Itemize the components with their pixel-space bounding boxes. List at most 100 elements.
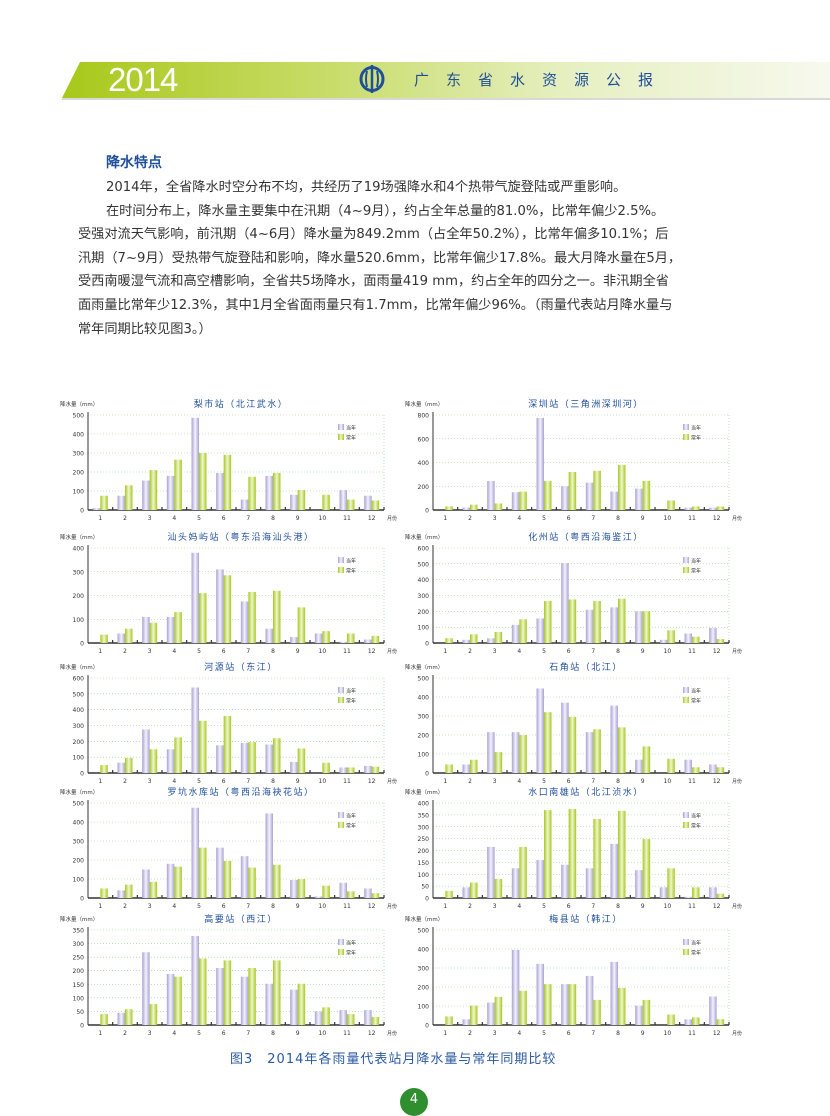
bar-normal-year <box>347 1014 355 1025</box>
x-tick-label: 11 <box>343 1030 351 1037</box>
bar-normal-year <box>692 887 700 898</box>
bar-current-year <box>142 480 150 510</box>
y-tick-label: 350 <box>73 928 85 935</box>
bar-normal-year <box>248 867 256 898</box>
bar-current-year <box>364 765 372 773</box>
bar-current-year <box>290 494 298 510</box>
y-tick-label: 0 <box>80 508 84 515</box>
legend-label: 常年 <box>346 698 356 705</box>
bar-current-year <box>339 767 347 773</box>
bar-normal-year <box>445 638 453 643</box>
y-tick-label: 300 <box>73 723 85 730</box>
x-tick-label: 8 <box>616 648 620 655</box>
bar-current-year <box>487 1002 495 1025</box>
bar-normal-year <box>544 810 552 898</box>
legend-label: 常年 <box>346 823 356 830</box>
bar-current-year <box>364 1010 372 1025</box>
bar-normal-year <box>642 999 651 1025</box>
bar-current-year <box>635 759 643 773</box>
bar-normal-year <box>149 1004 158 1025</box>
x-tick-label: 7 <box>591 778 595 785</box>
y-tick-label: 0 <box>80 641 84 648</box>
bar-normal-year <box>692 1017 700 1025</box>
y-tick-label: 0 <box>80 771 84 778</box>
x-tick-label: 3 <box>493 778 497 785</box>
bar-normal-year <box>618 727 626 773</box>
x-tick-label: 11 <box>343 778 351 785</box>
x-tick-label: 10 <box>664 778 672 785</box>
x-tick-label: 8 <box>271 903 275 910</box>
bar-normal-year <box>149 749 158 773</box>
y-tick-label: 200 <box>418 484 430 491</box>
chart-title: 水口南雄站（北江浈水） <box>528 786 644 798</box>
x-tick-label: 12 <box>368 1030 376 1037</box>
bar-current-year <box>339 641 347 643</box>
y-tick-label: 250 <box>418 836 430 843</box>
x-tick-label: 12 <box>368 648 376 655</box>
bar-current-year <box>314 896 323 898</box>
paragraph-line: 汛期（7~9月）受热带气旋登陆和影响，降水量520.6mm，比常年偏少17.8%… <box>78 250 682 266</box>
bar-current-year <box>117 633 125 643</box>
bar-current-year <box>290 637 298 643</box>
bar-current-year <box>166 475 175 510</box>
y-tick-label: 100 <box>73 877 85 884</box>
y-axis-label: 降水量（mm） <box>405 915 443 923</box>
bar-chart: 化州站（粤西沿海鉴江） 降水量（mm） 0 100 200 300 400 500 600 1 2 3… <box>405 530 745 658</box>
chart-title: 高要站（西江） <box>204 913 278 925</box>
legend-label: 常年 <box>346 950 356 957</box>
y-tick-label: 0 <box>80 1023 84 1030</box>
bar-normal-year <box>642 611 651 643</box>
x-tick-label: 6 <box>567 515 571 522</box>
legend-swatch <box>338 949 344 955</box>
bar-normal-year <box>199 453 207 510</box>
bar-normal-year <box>125 757 133 773</box>
chart-title: 化州站（粤西沿海鉴江） <box>528 531 644 543</box>
legend-swatch <box>683 687 689 693</box>
bar-current-year <box>561 984 569 1025</box>
x-tick-label: 1 <box>443 648 447 655</box>
bar-normal-year <box>347 891 355 898</box>
bar-normal-year <box>667 1014 675 1025</box>
bar-current-year <box>536 417 544 510</box>
x-axis-label: 月份 <box>732 648 742 655</box>
bar-normal-year <box>544 712 552 773</box>
bar-normal-year <box>248 742 256 773</box>
bar-normal-year <box>470 634 478 643</box>
bar-normal-year <box>223 575 232 643</box>
x-tick-label: 6 <box>567 1030 571 1037</box>
bar-normal-year <box>149 470 158 510</box>
bar-normal-year <box>716 893 725 898</box>
bar-normal-year <box>174 866 182 898</box>
y-tick-label: 200 <box>73 470 85 477</box>
x-tick-label: 4 <box>517 778 521 785</box>
y-axis-label: 降水量（mm） <box>405 400 443 408</box>
legend-swatch <box>683 949 689 955</box>
bar-normal-year <box>445 764 453 773</box>
bar-current-year <box>240 601 249 643</box>
y-tick-label: 0 <box>80 896 84 903</box>
x-tick-label: 12 <box>368 778 376 785</box>
bar-normal-year <box>470 504 478 510</box>
x-tick-label: 2 <box>123 903 127 910</box>
bar-current-year <box>240 499 249 510</box>
x-tick-label: 2 <box>468 648 472 655</box>
x-tick-label: 3 <box>148 648 152 655</box>
legend-swatch <box>338 939 344 945</box>
bar-normal-year <box>223 454 232 510</box>
bar-current-year <box>561 864 569 898</box>
bar-normal-year <box>125 884 133 898</box>
bar-current-year <box>635 1005 643 1025</box>
x-tick-label: 2 <box>123 1030 127 1037</box>
y-tick-label: 400 <box>73 707 85 714</box>
legend-label: 当年 <box>346 688 356 695</box>
bar-chart: 罗坑水库站（粤西沿海袂花站） 降水量（mm） 0 100 200 300 400 500 1 2 3… <box>60 785 400 913</box>
x-tick-label: 12 <box>368 515 376 522</box>
y-tick-label: 300 <box>418 593 430 600</box>
legend-swatch <box>338 424 344 430</box>
y-tick-label: 0 <box>425 771 429 778</box>
x-tick-label: 6 <box>222 903 226 910</box>
bar-normal-year <box>519 491 527 510</box>
legend-swatch <box>683 939 689 945</box>
bar-normal-year <box>347 499 355 510</box>
bar-normal-year <box>642 839 651 898</box>
